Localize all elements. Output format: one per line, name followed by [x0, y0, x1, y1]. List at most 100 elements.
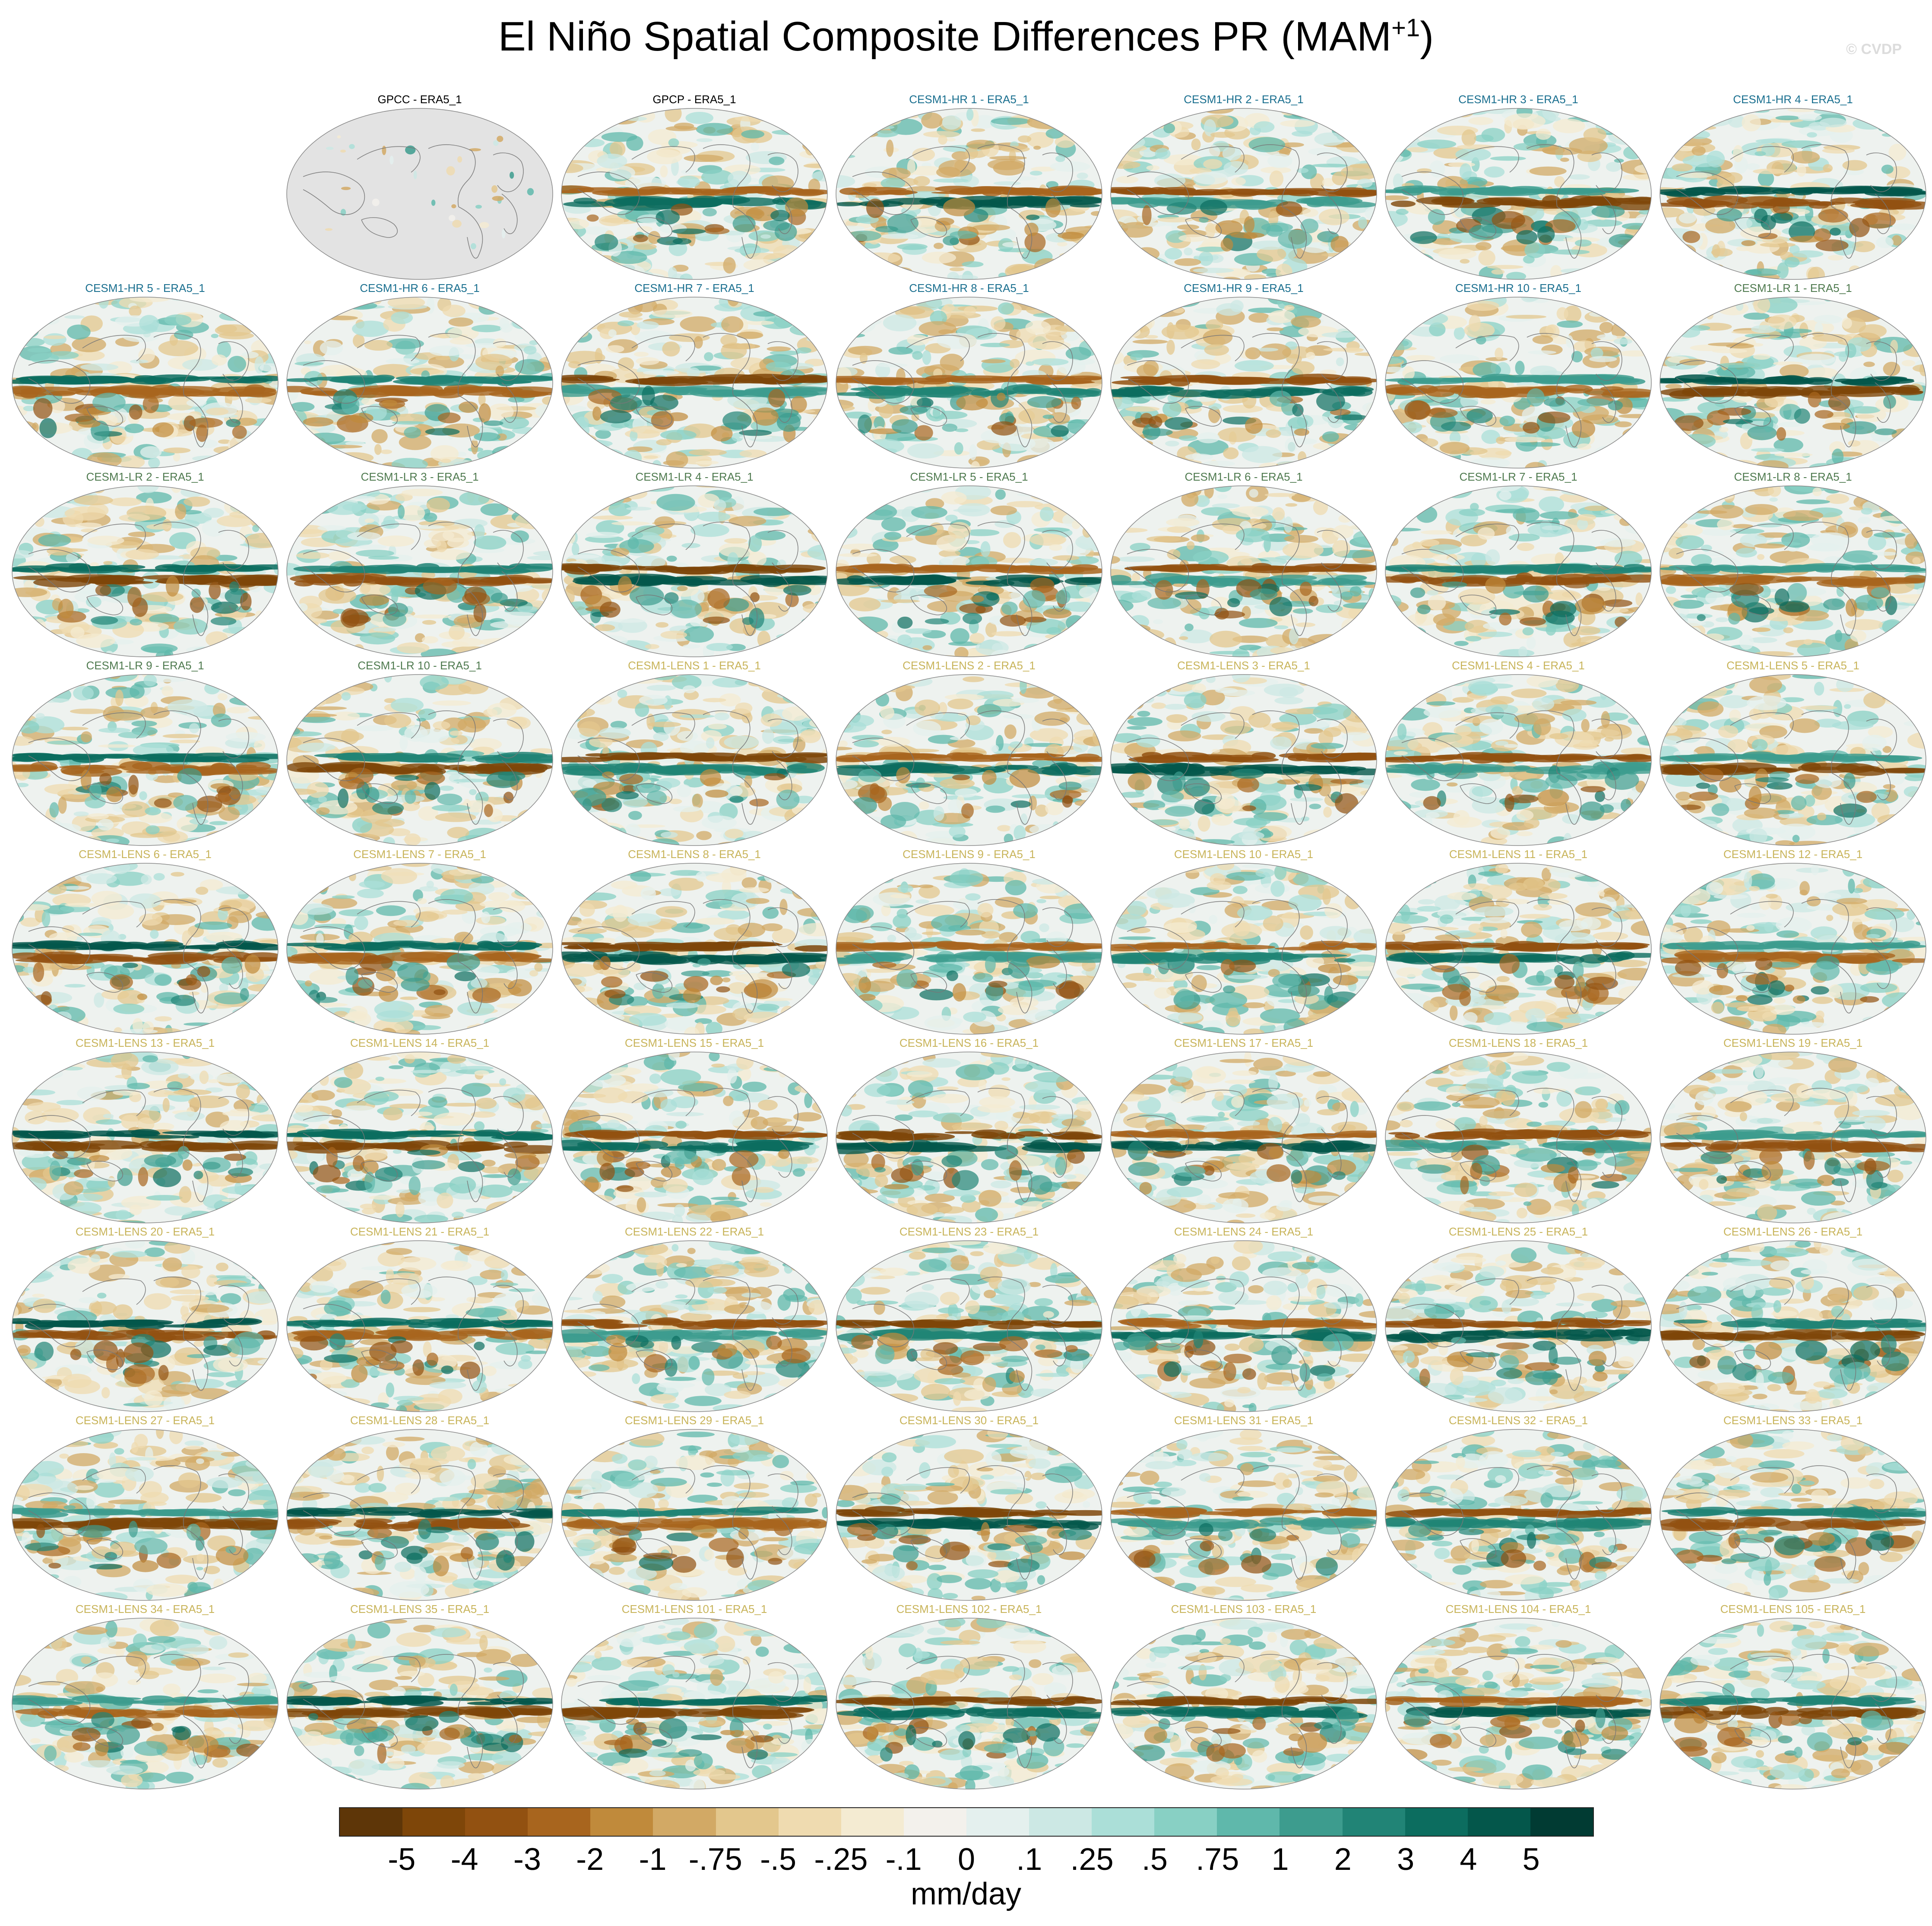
colorbar-swatch [841, 1808, 904, 1836]
map-panel: CESM1-LENS 7 - ERA5_1 [282, 848, 557, 1038]
globe-map [286, 485, 553, 657]
map-panel: CESM1-LENS 23 - ERA5_1 [832, 1225, 1106, 1415]
credit-watermark: © CVDP [1846, 41, 1902, 57]
panel-title: CESM1-LENS 104 - ERA5_1 [1445, 1603, 1591, 1616]
panel-title: CESM1-LR 2 - ERA5_1 [86, 470, 204, 483]
panel-title: CESM1-LENS 25 - ERA5_1 [1448, 1225, 1588, 1238]
colorbar-swatch [1029, 1808, 1092, 1836]
panel-title: CESM1-LENS 11 - ERA5_1 [1449, 848, 1588, 861]
globe-map [836, 1429, 1102, 1601]
map-panel: CESM1-LENS 30 - ERA5_1 [832, 1414, 1106, 1604]
panel-title: CESM1-LENS 33 - ERA5_1 [1723, 1414, 1863, 1427]
globe-map [836, 1618, 1102, 1790]
map-panel: CESM1-HR 10 - ERA5_1 [1381, 282, 1656, 472]
panel-title: CESM1-HR 3 - ERA5_1 [1458, 93, 1578, 106]
colorbar-swatch [716, 1808, 779, 1836]
panel-title: GPCC - ERA5_1 [377, 93, 462, 106]
panel-title: CESM1-LENS 28 - ERA5_1 [350, 1414, 490, 1427]
map-panel: CESM1-LENS 12 - ERA5_1 [1656, 848, 1930, 1038]
map-panel: CESM1-LENS 8 - ERA5_1 [557, 848, 832, 1038]
panel-title: CESM1-HR 6 - ERA5_1 [360, 282, 480, 295]
panel-title: CESM1-HR 1 - ERA5_1 [909, 93, 1029, 106]
map-panel: CESM1-LENS 2 - ERA5_1 [832, 659, 1106, 849]
globe-map [1385, 1240, 1652, 1412]
globe-map [561, 1052, 828, 1223]
globe-map [1660, 1240, 1926, 1412]
globe-map [1385, 863, 1652, 1035]
panel-title: CESM1-LENS 19 - ERA5_1 [1723, 1036, 1863, 1049]
map-panel: CESM1-LR 8 - ERA5_1 [1656, 470, 1930, 660]
panel-title: CESM1-LENS 2 - ERA5_1 [903, 659, 1036, 672]
map-panel: CESM1-LENS 102 - ERA5_1 [832, 1603, 1106, 1793]
map-panel: CESM1-HR 6 - ERA5_1 [282, 282, 557, 472]
map-panel: CESM1-LR 5 - ERA5_1 [832, 470, 1106, 660]
globe-map [12, 674, 279, 846]
panel-title: CESM1-LENS 14 - ERA5_1 [350, 1036, 490, 1049]
globe-map [286, 1240, 553, 1412]
globe-map [836, 863, 1102, 1035]
colorbar-swatch [903, 1808, 966, 1836]
panel-title: CESM1-LENS 21 - ERA5_1 [350, 1225, 490, 1238]
globe-map [1385, 108, 1652, 280]
globe-map [1110, 863, 1377, 1035]
globe-map [1110, 1429, 1377, 1601]
map-panel: CESM1-LENS 25 - ERA5_1 [1381, 1225, 1656, 1415]
panel-title: CESM1-LR 5 - ERA5_1 [910, 470, 1028, 483]
map-panel: CESM1-LENS 22 - ERA5_1 [557, 1225, 832, 1415]
panel-title: CESM1-LENS 22 - ERA5_1 [624, 1225, 764, 1238]
map-panel: CESM1-LENS 21 - ERA5_1 [282, 1225, 557, 1415]
colorbar-tick-label: .5 [1141, 1842, 1168, 1877]
map-panel: GPCC - ERA5_1 [282, 93, 557, 283]
map-panel: CESM1-LR 2 - ERA5_1 [8, 470, 282, 660]
colorbar-swatch [778, 1808, 841, 1836]
map-panel: CESM1-LR 4 - ERA5_1 [557, 470, 832, 660]
map-panel: CESM1-LENS 11 - ERA5_1 [1381, 848, 1656, 1038]
globe-map [1110, 297, 1377, 469]
colorbar-swatch [1467, 1808, 1530, 1836]
map-panel: CESM1-LENS 32 - ERA5_1 [1381, 1414, 1656, 1604]
panel-title: CESM1-LENS 34 - ERA5_1 [75, 1603, 215, 1616]
colorbar-swatch [1530, 1808, 1593, 1836]
panel-title: CESM1-HR 9 - ERA5_1 [1184, 282, 1304, 295]
map-panel: CESM1-LENS 101 - ERA5_1 [557, 1603, 832, 1793]
map-panel: CESM1-HR 9 - ERA5_1 [1106, 282, 1381, 472]
map-panel: CESM1-LENS 105 - ERA5_1 [1656, 1603, 1930, 1793]
map-panel: CESM1-LR 3 - ERA5_1 [282, 470, 557, 660]
panel-title: CESM1-LENS 26 - ERA5_1 [1723, 1225, 1863, 1238]
globe-map [1660, 1052, 1926, 1223]
colorbar-tick-label: 2 [1334, 1842, 1352, 1877]
map-panel: CESM1-LR 1 - ERA5_1 [1656, 282, 1930, 472]
colorbar-tick-label: -.1 [885, 1842, 922, 1877]
panel-title: CESM1-LR 1 - ERA5_1 [1734, 282, 1852, 295]
map-panel: CESM1-LENS 6 - ERA5_1 [8, 848, 282, 1038]
colorbar-tick-label: -2 [576, 1842, 604, 1877]
panel-title: CESM1-LENS 35 - ERA5_1 [350, 1603, 490, 1616]
map-panel: CESM1-LENS 27 - ERA5_1 [8, 1414, 282, 1604]
colorbar-tick-label: .25 [1070, 1842, 1114, 1877]
panel-title: CESM1-HR 10 - ERA5_1 [1455, 282, 1581, 295]
globe-map [561, 1618, 828, 1790]
panel-title: CESM1-LENS 29 - ERA5_1 [624, 1414, 764, 1427]
panel-title: CESM1-LR 10 - ERA5_1 [358, 659, 482, 672]
globe-map [1385, 297, 1652, 469]
globe-map [12, 297, 279, 469]
globe-map [836, 485, 1102, 657]
panel-title: GPCP - ERA5_1 [652, 93, 736, 106]
globe-map [1660, 108, 1926, 280]
colorbar-tick-label: -5 [388, 1842, 416, 1877]
colorbar-swatch [402, 1808, 466, 1836]
colorbar-tick-label: 0 [957, 1842, 976, 1877]
globe-map [836, 297, 1102, 469]
globe-map [836, 108, 1102, 280]
globe-map [836, 1240, 1102, 1412]
globe-map [286, 1618, 553, 1790]
colorbar-tick-label: -3 [513, 1842, 541, 1877]
map-panel: CESM1-LENS 16 - ERA5_1 [832, 1036, 1106, 1226]
panel-title: CESM1-LENS 7 - ERA5_1 [353, 848, 486, 861]
globe-map [1660, 1429, 1926, 1601]
colorbar-swatch [653, 1808, 716, 1836]
globe-map [12, 863, 279, 1035]
panel-title: CESM1-LENS 24 - ERA5_1 [1174, 1225, 1314, 1238]
colorbar-tick-label: .75 [1196, 1842, 1239, 1877]
panel-title: CESM1-LR 3 - ERA5_1 [361, 470, 479, 483]
